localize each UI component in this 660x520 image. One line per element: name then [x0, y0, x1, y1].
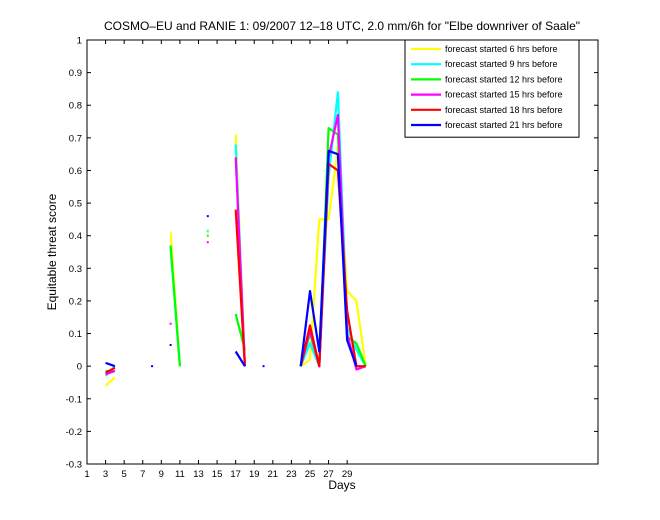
x-tick-label: 3 — [103, 469, 108, 480]
series-line — [105, 369, 116, 376]
x-tick-label: 9 — [159, 469, 164, 480]
series-line — [169, 245, 181, 367]
y-tick-label: 0.3 — [69, 264, 82, 275]
legend: forecast started 6 hrs before forecast st… — [404, 39, 580, 138]
x-tick-label: 27 — [323, 469, 334, 480]
y-tick-label: 1 — [77, 36, 82, 47]
y-tick-label: -0.2 — [66, 427, 82, 438]
x-tick-label: 17 — [230, 469, 241, 480]
series-line — [299, 162, 366, 368]
y-tick-label: 0.5 — [69, 199, 82, 210]
series-line — [104, 376, 116, 387]
x-tick-label: 1 — [84, 469, 89, 480]
x-tick-label: 21 — [268, 469, 279, 480]
data-point — [206, 215, 209, 218]
y-tick-label: 0.1 — [69, 329, 82, 340]
series-line — [105, 366, 116, 374]
series-6 — [105, 149, 358, 368]
y-tick-label: -0.1 — [66, 394, 82, 405]
x-tick-label: 11 — [175, 469, 185, 480]
y-tick-label: 0.7 — [69, 133, 82, 144]
y-tick-label: 0.2 — [69, 296, 82, 307]
legend-label: forecast started 12 hrs before — [445, 74, 563, 84]
x-tick-label: 25 — [305, 469, 316, 480]
x-tick-label: 29 — [342, 469, 353, 480]
data-point — [206, 241, 209, 244]
x-tick-label: 13 — [193, 469, 204, 480]
legend-box — [404, 39, 580, 138]
legend-label: forecast started 9 hrs before — [445, 59, 558, 69]
data-point — [206, 231, 209, 234]
axis-ticks: 1 3 5 7 9 11 13 15 17 19 21 23 25 27 29-0.3-0.2-0.100.… — [66, 36, 598, 480]
y-tick-label: 0.4 — [69, 231, 82, 242]
series-5 — [105, 162, 366, 374]
series-layer — [104, 91, 367, 387]
series-line — [234, 350, 246, 367]
data-point — [169, 343, 172, 346]
chart-title: COSMO–EU and RANIE 1: 09/2007 12–18 UTC,… — [104, 19, 580, 33]
y-tick-label: 0 — [77, 362, 82, 373]
y-tick-label: 0.8 — [69, 101, 82, 112]
x-axis-label: Days — [328, 478, 355, 492]
legend-label: forecast started 15 hrs before — [445, 90, 563, 100]
x-tick-label: 7 — [140, 469, 145, 480]
data-point — [206, 229, 209, 232]
y-tick-label: 0.6 — [69, 166, 82, 177]
y-tick-label: -0.3 — [66, 460, 82, 471]
x-tick-label: 15 — [212, 469, 223, 480]
y-axis-label: Equitable threat score — [45, 193, 59, 310]
series-line — [234, 209, 246, 367]
legend-label: forecast started 6 hrs before — [445, 44, 558, 54]
legend-label: forecast started 21 hrs before — [445, 120, 563, 130]
x-tick-label: 5 — [122, 469, 127, 480]
data-point — [169, 322, 172, 325]
x-tick-label: 23 — [286, 469, 297, 480]
data-point — [262, 365, 265, 368]
data-point — [206, 234, 209, 237]
legend-label: forecast started 18 hrs before — [445, 105, 563, 115]
data-point — [151, 365, 154, 368]
series-line — [299, 149, 358, 367]
y-tick-label: 0.9 — [69, 68, 82, 79]
series-line — [105, 361, 116, 368]
x-tick-label: 19 — [249, 469, 260, 480]
